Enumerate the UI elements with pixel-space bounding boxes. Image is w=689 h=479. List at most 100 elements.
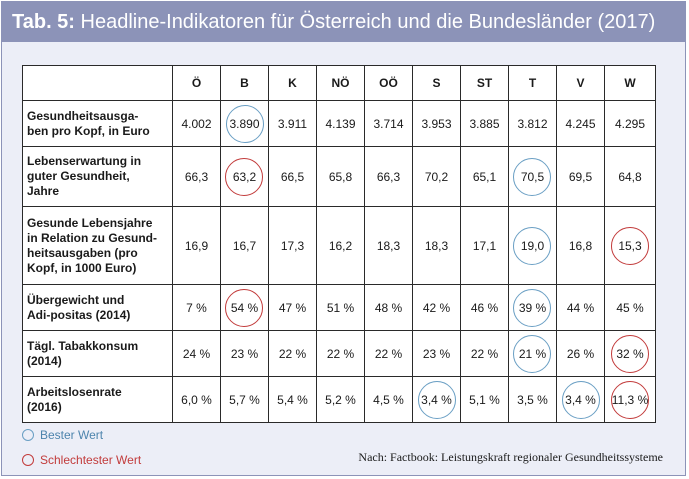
- cell-content: 6,0 %: [181, 393, 212, 407]
- column-header: S: [412, 65, 461, 101]
- row-label: Übergewicht und Adi-positas (2014): [22, 284, 173, 331]
- cell-content: 39 %: [513, 288, 552, 327]
- table-cell: 46 %: [460, 284, 509, 331]
- table-cell: 26 %: [556, 330, 605, 377]
- cell-content: 44 %: [567, 301, 594, 315]
- row-label: Tägl. Tabakkonsum (2014): [22, 330, 173, 377]
- table-body: Gesundheitsausga- ben pro Kopf, in Euro 4…: [22, 100, 656, 423]
- cell-content: 48 %: [375, 301, 402, 315]
- cell-content: 11,3 %: [611, 380, 649, 419]
- cell-content: 22 %: [375, 347, 402, 361]
- row-label-text: Tägl. Tabakkonsum (2014): [27, 338, 139, 368]
- cell-content: 15,3: [610, 226, 649, 265]
- indicator-table: Ö B K NÖ OÖ S ST T V W Gesundheitsausga- ben pro …: [22, 65, 656, 423]
- table-cell: 3.890: [220, 100, 269, 147]
- table-cell: 65,1: [460, 146, 509, 207]
- column-header: Ö: [172, 65, 221, 101]
- cell-content: 66,3: [185, 170, 208, 184]
- cell-content: 4.295: [615, 117, 645, 131]
- cell-value: 26 %: [566, 346, 595, 361]
- cell-content: 5,4 %: [277, 393, 308, 407]
- table-cell: 39 %: [508, 284, 557, 331]
- table-row: Lebenserwartung in guter Gesundheit, Jah…: [22, 146, 656, 207]
- cell-value: 45 %: [616, 300, 644, 315]
- legend-worst-label: Schlechtester Wert: [40, 453, 142, 467]
- cell-value: 16,9: [184, 238, 209, 253]
- table-cell: 3,4 %: [556, 376, 605, 423]
- table-cell: 45 %: [604, 284, 656, 331]
- cell-value: 42 %: [422, 300, 451, 315]
- row-label: Gesunde Lebensjahre in Relation zu Gesun…: [22, 206, 173, 285]
- table-cell: 4,5 %: [364, 376, 413, 423]
- cell-content: 65,1: [473, 170, 496, 184]
- table-cell: 70,5: [508, 146, 557, 207]
- cell-content: 16,2: [329, 239, 352, 253]
- table-cell: 64,8: [604, 146, 656, 207]
- cell-value: 4.295: [614, 116, 646, 131]
- cell-content: 66,5: [281, 170, 304, 184]
- cell-content: 23 %: [231, 347, 258, 361]
- cell-content: 3.890: [225, 104, 264, 143]
- table-cell: 21 %: [508, 330, 557, 377]
- best-value-circle-icon: [513, 334, 552, 373]
- cell-value: 66,3: [184, 169, 209, 184]
- table-cell: 3.911: [268, 100, 317, 147]
- table-cell: 3,5 %: [508, 376, 557, 423]
- cell-value: 66,5: [280, 169, 305, 184]
- table-row: Gesunde Lebensjahre in Relation zu Gesun…: [22, 206, 656, 285]
- cell-value: 64,8: [618, 169, 642, 184]
- cell-content: 47 %: [279, 301, 306, 315]
- column-header: ST: [460, 65, 509, 101]
- cell-content: 63,2: [225, 157, 264, 196]
- cell-value: 17,1: [472, 238, 497, 253]
- blue-circle-icon: [22, 429, 34, 441]
- table-cell: 19,0: [508, 206, 557, 285]
- cell-value: 16,7: [232, 238, 257, 253]
- row-label-text: Gesunde Lebensjahre in Relation zu Gesun…: [27, 215, 158, 275]
- cell-content: 45 %: [616, 301, 643, 315]
- cell-content: 3.911: [278, 117, 307, 131]
- cell-content: 4,5 %: [373, 393, 404, 407]
- table-cell: 18,3: [412, 206, 461, 285]
- best-value-circle-icon: [513, 288, 552, 327]
- table-cell: 3.812: [508, 100, 557, 147]
- table-cell: 32 %: [604, 330, 656, 377]
- table-cell: 51 %: [316, 284, 365, 331]
- column-header: V: [556, 65, 605, 101]
- cell-value: 66,3: [376, 169, 401, 184]
- table-cell: 23 %: [220, 330, 269, 377]
- row-label: Lebenserwartung in guter Gesundheit, Jah…: [22, 146, 173, 207]
- cell-value: 22 %: [374, 346, 403, 361]
- column-header: K: [268, 65, 317, 101]
- table-cell: 70,2: [412, 146, 461, 207]
- cell-content: 4.002: [181, 117, 211, 131]
- cell-content: 3,5 %: [517, 393, 548, 407]
- cell-value: 17,3: [280, 238, 305, 253]
- table-cell: 47 %: [268, 284, 317, 331]
- cell-value: 3.885: [469, 116, 500, 131]
- red-circle-icon: [22, 454, 34, 466]
- cell-content: 16,7: [233, 239, 256, 253]
- cell-value: 69,5: [568, 169, 593, 184]
- cell-content: 26 %: [567, 347, 594, 361]
- table-cell: 54 %: [220, 284, 269, 331]
- cell-value: 6,0 %: [181, 392, 212, 407]
- row-label-text: Arbeitslosenrate (2016): [27, 384, 122, 414]
- corner-cell: [22, 65, 173, 101]
- best-value-circle-icon: [417, 380, 456, 419]
- cell-content: 3.714: [373, 117, 403, 131]
- cell-content: 5,1 %: [469, 393, 500, 407]
- cell-value: 46 %: [470, 300, 499, 315]
- table-cell: 44 %: [556, 284, 605, 331]
- cell-content: 19,0: [513, 226, 552, 265]
- cell-content: 24 %: [183, 347, 210, 361]
- table-cell: 18,3: [364, 206, 413, 285]
- cell-value: 3.714: [373, 116, 404, 131]
- best-value-circle-icon: [513, 226, 552, 265]
- cell-value: 3.911: [277, 116, 308, 131]
- best-value-circle-icon: [513, 157, 552, 196]
- best-value-circle-icon: [561, 380, 600, 419]
- table-row: Übergewicht und Adi-positas (2014) 7 % 54 …: [22, 284, 656, 331]
- worst-value-circle-icon: [610, 226, 649, 265]
- table-cell: 22 %: [460, 330, 509, 377]
